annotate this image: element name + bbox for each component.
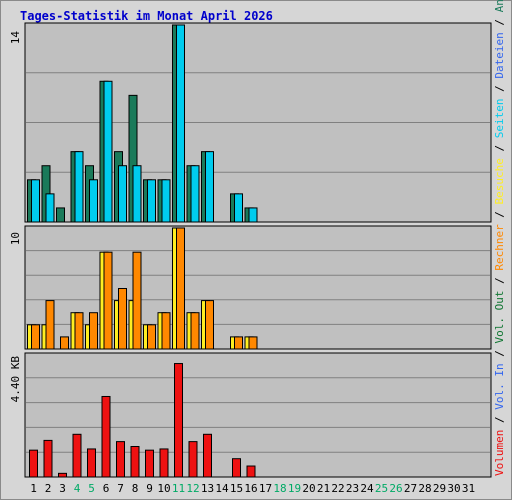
x-tick-label: 6 [103,482,110,495]
bar-rechner-1 [31,324,40,350]
bar-volumen-16 [246,465,256,478]
x-tick-label: 21 [317,482,330,495]
bar-volumen-4 [72,433,82,478]
bar-volumen-12 [188,441,198,478]
x-tick-label: 4 [74,482,81,495]
bar-seiten-10 [161,179,171,223]
bar-rechner-8 [132,251,142,350]
x-tick-label: 12 [186,482,199,495]
y-tick-label: 10 [9,232,22,245]
x-tick-label: 7 [117,482,124,495]
legend-item: Dateien [493,32,506,78]
legend-item: Rechner [493,224,506,271]
x-tick-label: 11 [172,482,185,495]
bar-seiten-1 [31,179,40,223]
bar-rechner-11 [176,227,185,350]
bar-volumen-11 [174,363,183,478]
bar-seiten-12 [190,165,200,223]
bar-seiten-15 [234,193,243,223]
bar-rechner-9 [147,324,156,350]
legend-item: Anfragen [493,0,506,12]
legend-item: Seiten [493,98,506,138]
bar-rechner-7 [118,288,127,350]
x-tick-label: 5 [88,482,95,495]
bar-volumen-6 [101,395,111,478]
legend-separator: / [493,344,506,364]
y-tick-label: 4.40 KB [9,356,22,403]
bar-seiten-5 [89,179,98,223]
bar-seiten-2 [45,193,55,223]
chart-title: Tages-Statistik im Monat April 2026 [20,9,273,23]
bar-volumen-2 [43,439,53,478]
legend: Volumen / Vol. In / Vol. Out / Rechner /… [493,0,506,476]
bar-volumen-7 [116,441,125,478]
x-tick-label: 17 [259,482,272,495]
x-tick-label: 9 [146,482,153,495]
bar-volumen-5 [87,448,96,478]
bar-seiten-8 [132,165,142,223]
legend-separator: / [493,204,506,224]
x-tick-label: 19 [288,482,301,495]
legend-separator: / [493,271,506,291]
x-tick-label: 23 [346,482,359,495]
bar-volumen-13 [203,433,212,478]
x-tick-label: 13 [201,482,214,495]
x-tick-label: 15 [230,482,243,495]
bar-volumen-3 [58,472,67,478]
legend-separator: / [493,79,506,99]
bar-anfragen-3 [56,207,65,223]
bar-rechner-6 [103,251,113,350]
x-tick-label: 27 [404,482,417,495]
bar-volumen-1 [29,449,38,478]
legend-item: Vol. Out [493,291,506,344]
bar-rechner-13 [205,300,214,350]
bar-rechner-4 [74,312,84,350]
bar-seiten-11 [176,24,185,223]
x-tick-label: 1 [30,482,37,495]
legend-separator: / [493,12,506,32]
x-tick-label: 25 [375,482,388,495]
bar-seiten-6 [103,80,113,223]
x-tick-label: 20 [302,482,315,495]
bar-seiten-13 [205,151,214,223]
bar-rechner-5 [89,312,98,350]
bar-seiten-4 [74,151,84,223]
bar-volumen-9 [145,449,154,478]
legend-item: Volumen [493,430,506,476]
x-tick-label: 10 [157,482,170,495]
bar-volumen-15 [232,458,241,478]
y-tick-label: 14 [9,31,22,45]
x-tick-label: 14 [215,482,229,495]
bar-volumen-8 [130,446,140,478]
x-tick-label: 3 [59,482,66,495]
bar-rechner-10 [161,312,171,350]
x-tick-label: 24 [360,482,374,495]
bar-seiten-9 [147,179,156,223]
bar-rechner-2 [45,300,55,350]
x-tick-label: 18 [273,482,286,495]
bar-seiten-16 [248,207,258,223]
bar-seiten-7 [118,165,127,223]
x-tick-label: 26 [389,482,402,495]
legend-separator: / [493,410,506,430]
bar-rechner-15 [234,336,243,350]
x-tick-label: 8 [132,482,139,495]
x-tick-label: 29 [433,482,446,495]
bar-rechner-16 [248,336,258,350]
x-tick-label: 28 [418,482,431,495]
x-tick-label: 22 [331,482,344,495]
legend-item: Besuche [493,158,506,204]
x-tick-label: 2 [45,482,52,495]
x-tick-label: 30 [447,482,460,495]
x-tick-label: 31 [462,482,475,495]
bar-rechner-3 [60,336,69,350]
legend-item: Vol. In [493,363,506,409]
bar-volumen-10 [159,448,169,478]
x-tick-label: 16 [244,482,257,495]
bar-rechner-12 [190,312,200,350]
legend-separator: / [493,138,506,158]
